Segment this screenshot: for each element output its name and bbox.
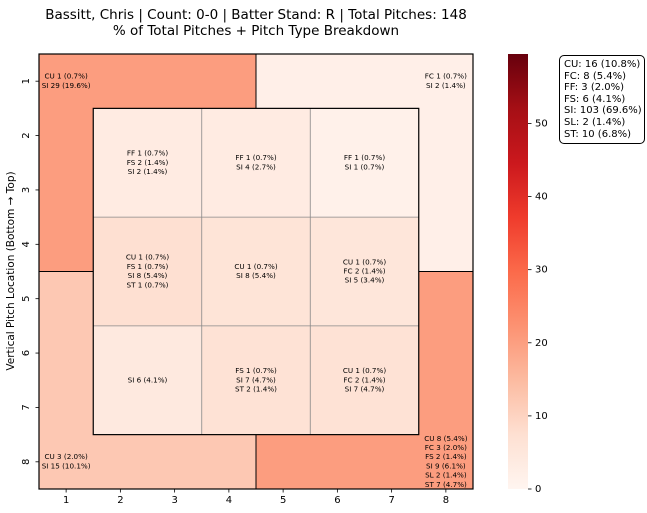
zone-bottom-right-label: FC 3 (2.0%) [425, 443, 467, 452]
zone-inner-r0c1 [201, 108, 311, 218]
zone-inner-r1c2-label: CU 1 (0.7%) [343, 257, 386, 266]
legend-item-sl: SL: 2 (1.4%) [564, 116, 626, 128]
zone-inner-r0c0-label: FS 2 (1.4%) [127, 158, 169, 167]
zone-bottom-left-label: CU 3 (2.0%) [44, 452, 87, 461]
zone-inner-r1c1 [201, 217, 311, 326]
zone-top-left-label: CU 1 (0.7%) [44, 72, 87, 81]
legend-item-cu: CU: 16 (10.8%) [564, 59, 641, 70]
legend-item-fs: FS: 6 (4.1%) [564, 93, 626, 105]
zone-inner-r2c1 [201, 325, 311, 435]
y-axis-ticks: 1 2 3 4 5 6 7 8 [21, 78, 39, 465]
zone-bottom-right-label: SL 2 (1.4%) [425, 471, 467, 480]
y-tick-label: 5 [21, 296, 32, 302]
chart-title-line2: % of Total Pitches + Pitch Type Breakdow… [113, 23, 399, 39]
y-tick-label: 3 [21, 187, 32, 193]
y-axis-label: Vertical Pitch Location (Bottom → Top) [5, 171, 17, 370]
zone-inner-r2c2-label: FC 2 (1.4%) [343, 375, 385, 384]
zone-top-left-label: SI 29 (19.6%) [42, 81, 91, 90]
colorbar-tick-label: 20 [535, 338, 548, 349]
plot-border [38, 53, 474, 490]
zone-inner-r0c2 [310, 108, 419, 218]
zone-inner-r2c2 [310, 325, 419, 435]
y-tick-label: 4 [21, 241, 32, 247]
zone-inner-r0c2-label: FF 1 (0.7%) [344, 153, 385, 162]
zone-top-right-label: FC 1 (0.7%) [425, 72, 467, 81]
legend-item-si: SI: 103 (69.6%) [564, 105, 642, 117]
legend-item-fc: FC: 8 (5.4%) [564, 70, 627, 82]
zone-inner-r2c0 [93, 325, 202, 435]
zone-inner-r0c1-label: SI 4 (2.7%) [236, 162, 276, 171]
strike-zone-border [92, 107, 420, 436]
y-tick-label: 7 [21, 404, 32, 410]
zone-inner-r0c0-label: SI 2 (1.4%) [128, 167, 168, 176]
x-axis-ticks: 1 2 3 4 5 6 7 8 [63, 489, 449, 506]
colorbar-ticks: 0 10 20 30 40 50 [528, 118, 548, 495]
colorbar-tick-label: 10 [535, 411, 548, 422]
colorbar-tick-label: 50 [535, 118, 548, 129]
x-tick-label: 5 [280, 495, 286, 506]
zone-inner-r2c2-label: SI 7 (4.7%) [345, 384, 385, 393]
zone-inner-r0c0-label: FF 1 (0.7%) [127, 149, 168, 158]
zone-inner-r1c2-label: SI 5 (3.4%) [345, 276, 385, 285]
x-tick-label: 8 [443, 495, 449, 506]
legend-item-ff: FF: 3 (2.0%) [564, 82, 625, 94]
x-tick-label: 6 [334, 495, 340, 506]
colorbar-tick-label: 0 [535, 484, 541, 495]
y-tick-label: 6 [21, 350, 32, 356]
zone-inner-r2c0-label: SI 6 (4.1%) [128, 375, 168, 384]
y-tick-label: 1 [21, 78, 32, 84]
zone-bottom-right-label: FS 2 (1.4%) [425, 452, 467, 461]
zone-inner-r0c1-label: FF 1 (0.7%) [235, 153, 276, 162]
colorbar [508, 54, 528, 489]
zone-cells [38, 53, 474, 490]
zone-inner-r1c0 [93, 217, 202, 326]
x-tick-label: 2 [117, 495, 123, 506]
zone-inner-r1c0-label: ST 1 (0.7%) [127, 280, 169, 289]
zone-top-right-label: SI 2 (1.4%) [426, 81, 466, 90]
legend-item-st: ST: 10 (6.8%) [564, 128, 632, 140]
x-tick-label: 1 [63, 495, 69, 506]
inner-grid-lines [38, 53, 474, 490]
zone-inner-r1c1-label: CU 1 (0.7%) [234, 262, 277, 271]
y-tick-label: 8 [21, 459, 32, 465]
zone-bottom-left-label: SI 15 (10.1%) [42, 461, 91, 470]
zone-inner-r0c2-label: SI 1 (0.7%) [345, 162, 385, 171]
zone-inner-r1c0-label: FS 1 (0.7%) [127, 262, 169, 271]
zone-inner-r0c0 [93, 108, 202, 218]
zone-inner-r2c1-label: FS 1 (0.7%) [235, 366, 277, 375]
x-tick-label: 7 [388, 495, 394, 506]
zone-inner-r2c1-label: SI 7 (4.7%) [236, 375, 276, 384]
zone-inner-r1c2 [310, 217, 419, 326]
zone-bottom-right-label: SI 9 (6.1%) [426, 461, 466, 470]
zone-inner-r2c1-label: ST 2 (1.4%) [235, 384, 277, 393]
zone-bottom-right-label: CU 8 (5.4%) [424, 434, 467, 443]
x-tick-label: 3 [171, 495, 177, 506]
colorbar-tick-label: 30 [535, 265, 548, 276]
zone-inner-r1c0-label: CU 1 (0.7%) [126, 253, 169, 262]
zone-bottom-right-label: ST 7 (4.7%) [425, 480, 467, 489]
zone-inner-r1c0-label: SI 8 (5.4%) [128, 271, 168, 280]
chart-title-line1: Bassitt, Chris | Count: 0-0 | Batter Sta… [45, 7, 467, 23]
colorbar-tick-label: 40 [535, 192, 548, 203]
zone-inner-r1c2-label: FC 2 (1.4%) [343, 267, 385, 276]
x-tick-label: 4 [226, 495, 232, 506]
zone-annotations: FF 1 (0.7%)FS 2 (1.4%)SI 2 (1.4%)FF 1 (0… [42, 72, 468, 489]
zone-inner-r1c1-label: SI 8 (5.4%) [236, 271, 276, 280]
pitch-type-legend: CU: 16 (10.8%) FC: 8 (5.4%) FF: 3 (2.0%)… [559, 55, 645, 145]
y-tick-label: 2 [21, 132, 32, 138]
zone-inner-r2c2-label: CU 1 (0.7%) [343, 366, 386, 375]
